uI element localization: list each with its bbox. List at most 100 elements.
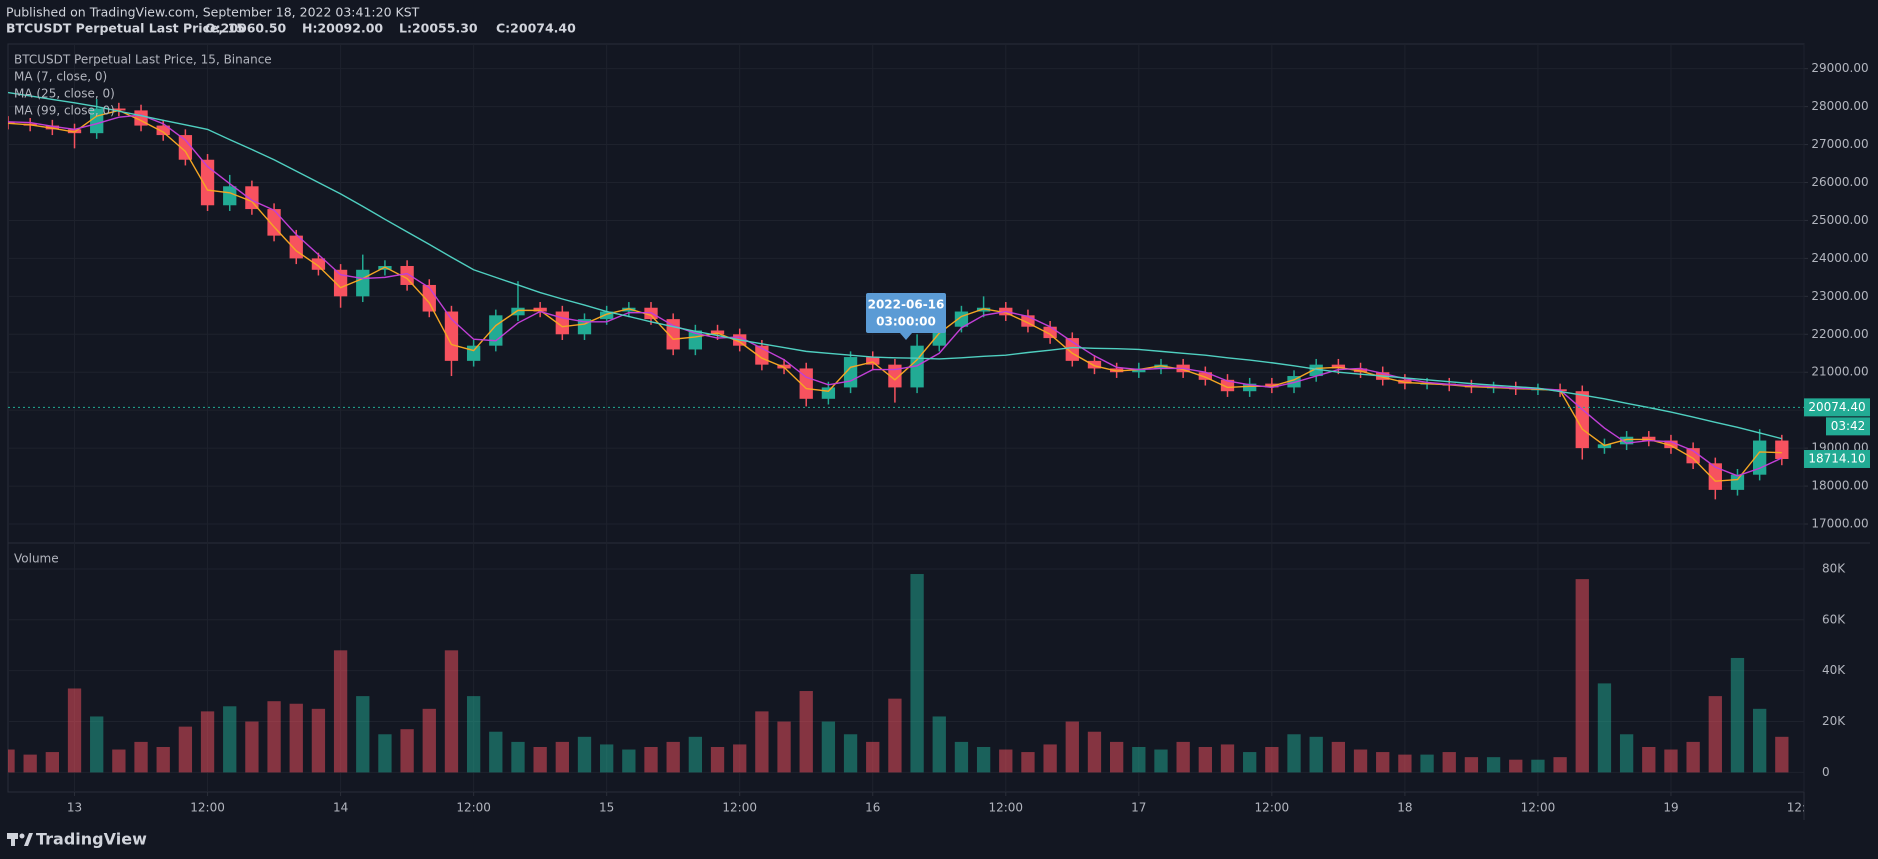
candle-body [799, 368, 813, 399]
legend-entry: MA (99, close, 0) [14, 104, 115, 118]
volume-bar [1420, 754, 1434, 773]
volume-bar [1198, 746, 1212, 773]
volume-bar [1154, 749, 1168, 773]
x-tick-label: 19 [1663, 801, 1678, 815]
volume-bar [134, 741, 148, 773]
x-tick-label: 12:00 [1787, 801, 1822, 815]
candle-body [1686, 448, 1700, 464]
x-tick-label: 14 [333, 801, 348, 815]
y-tick-label: 18000.00 [1811, 479, 1868, 493]
volume-bar [777, 721, 791, 773]
volume-bar [910, 574, 924, 773]
ohlc-value: C:20074.40 [496, 21, 576, 36]
candle-body [1575, 391, 1589, 449]
candle-body [1287, 376, 1301, 388]
price-badge-label: 18714.10 [1808, 451, 1865, 465]
volume-bar [400, 729, 414, 773]
volume-bar [289, 703, 303, 773]
volume-bar [1109, 741, 1124, 773]
volume-tick-label: 20K [1822, 714, 1846, 728]
ohlc-value: L:20055.30 [399, 21, 478, 36]
volume-bar [1509, 759, 1523, 773]
price-badge-label: 20074.40 [1808, 400, 1865, 414]
volume-bar [1331, 741, 1346, 773]
x-tick-label: 12:00 [1255, 801, 1290, 815]
candle-body [444, 311, 459, 361]
overlay: BTCUSDT Perpetual Last Price, 15, Binanc… [8, 53, 1870, 815]
candle-body [1132, 368, 1146, 373]
x-tick-label: 12:00 [1521, 801, 1556, 815]
x-tick-label: 18 [1397, 801, 1412, 815]
volume-tick-label: 60K [1822, 612, 1846, 626]
y-tick-label: 23000.00 [1811, 289, 1868, 303]
published: Published on TradingView.com, September … [6, 5, 420, 20]
volume-bar [954, 741, 969, 773]
tooltip-pointer [900, 333, 912, 340]
y-tick-label: 26000.00 [1811, 175, 1868, 189]
candle-body [533, 307, 547, 312]
volume-bar [1176, 741, 1190, 773]
legend-entry: MA (7, close, 0) [14, 70, 107, 84]
candle-body [45, 125, 59, 130]
plot [8, 91, 1789, 773]
volume-bar [1775, 736, 1789, 773]
volume-bar [1265, 746, 1279, 773]
volume-bar [178, 726, 193, 773]
volume-tick-label: 40K [1822, 663, 1846, 677]
ma-line [8, 109, 1782, 482]
volume-bar [644, 746, 658, 773]
candle-body [1198, 372, 1212, 380]
volume-bar [311, 708, 326, 773]
y-tick-label: 28000.00 [1811, 99, 1868, 113]
candle-body [1043, 326, 1057, 339]
candle-body [1619, 436, 1634, 445]
volume-bar [267, 701, 281, 773]
volume-bar [866, 741, 880, 773]
volume-bar [23, 754, 37, 773]
candle-body [466, 345, 481, 361]
x-tick-label: 16 [865, 801, 880, 815]
volume-bar [932, 716, 946, 773]
volume-bar [710, 746, 725, 773]
symbol: BTCUSDT Perpetual Last Price, 15 [6, 21, 245, 36]
candle-body [600, 311, 614, 320]
volume-bar [378, 734, 392, 773]
candle-body [156, 125, 170, 136]
logo [11, 833, 15, 846]
volume-bar [90, 716, 104, 773]
volume-bar [1553, 757, 1567, 773]
volume-tick-label: 80K [1822, 561, 1846, 575]
volume-bar [1243, 752, 1257, 773]
candle-body [1154, 364, 1168, 369]
x-tick-label: 12:00 [988, 801, 1023, 815]
candle-body [1597, 444, 1612, 449]
volume-bar [1065, 721, 1079, 773]
candle-body [1664, 440, 1678, 449]
x-tick-label: 17 [1131, 801, 1146, 815]
countdown-label: 03:42 [1831, 419, 1866, 433]
volume-bar [1486, 757, 1501, 773]
volume-bar [1597, 683, 1612, 773]
ma-line [8, 114, 1783, 477]
volume-bar [1087, 731, 1102, 773]
ohlc-value: O:20060.50 [205, 21, 287, 36]
volume-bar [1531, 759, 1545, 773]
ma-line [8, 91, 1783, 440]
y-tick-label: 21000.00 [1811, 365, 1868, 379]
volume-bar [1464, 757, 1479, 773]
candle-body [888, 364, 902, 388]
y-tick-label: 25000.00 [1811, 213, 1868, 227]
candle-body [178, 135, 193, 160]
volume-bar [577, 736, 592, 773]
volume-bar [1753, 708, 1767, 773]
volume-bar [200, 711, 215, 773]
y-tick-label: 22000.00 [1811, 327, 1868, 341]
candle-body [866, 357, 880, 365]
volume-bar [1021, 752, 1035, 773]
candle-body [267, 209, 281, 236]
y-tick-label: 24000.00 [1811, 251, 1868, 265]
volume-bar [600, 744, 614, 773]
volume-bar [1686, 741, 1700, 773]
candle-body [511, 307, 525, 316]
x-tick-label: 13 [67, 801, 82, 815]
